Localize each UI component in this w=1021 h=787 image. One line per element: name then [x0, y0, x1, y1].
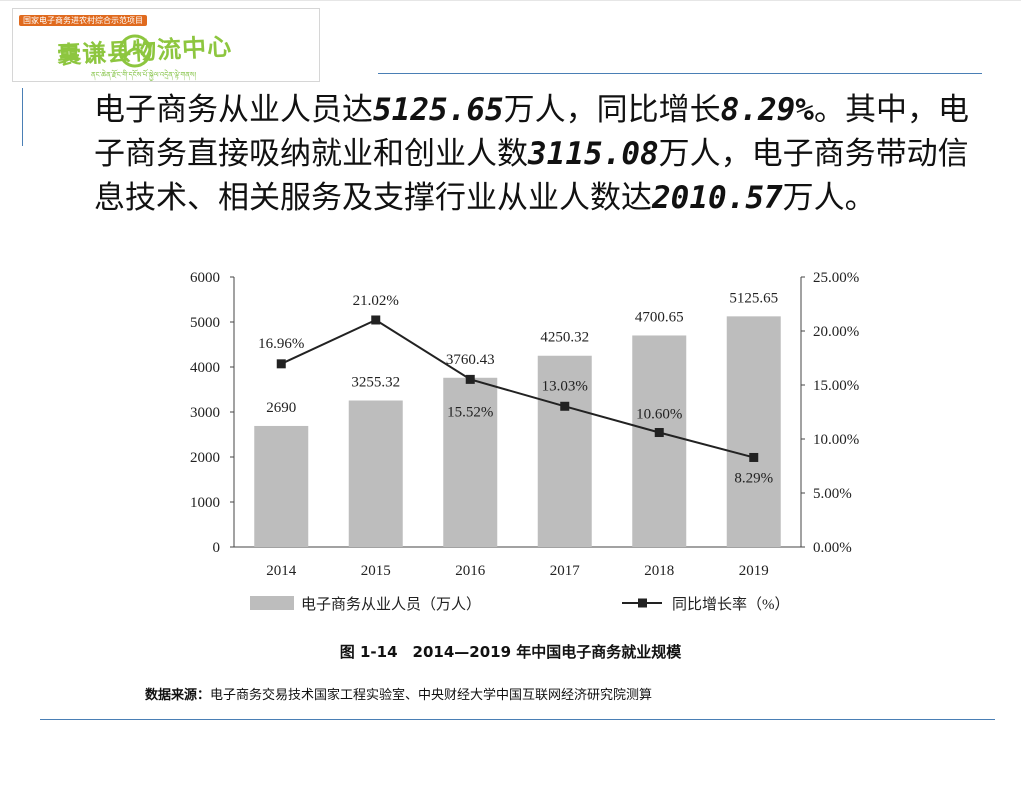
growth-point — [371, 315, 381, 325]
y-left-tick-label: 4000 — [190, 360, 220, 376]
legend-bar-swatch — [250, 596, 294, 610]
heading-part-4: 万人，电子商务带动信息技术、相关服务及支撑行业从业人数达 — [94, 136, 969, 216]
heading-value-indirect: 2010.57 — [652, 180, 783, 216]
footer-rule — [40, 719, 995, 720]
figure-caption: 图 1-14 2014—2019 年中国电子商务就业规模 — [339, 643, 682, 661]
heading-text: 电子商务从业人员达5125.65万人，同比增长8.29%。其中，电子商务直接吸纳… — [94, 88, 994, 220]
growth-point — [749, 452, 759, 462]
header-rule — [378, 73, 982, 74]
source-label: 数据来源： — [145, 688, 211, 703]
bar — [254, 425, 309, 547]
legend-line-label: 同比增长率（%） — [672, 596, 790, 613]
bar-value-label: 5125.65 — [729, 290, 778, 306]
y-left-tick-label: 1000 — [190, 495, 220, 511]
left-accent-rule — [22, 88, 23, 146]
bar-value-label: 4250.32 — [540, 330, 589, 346]
bar-value-label: 4700.65 — [635, 309, 684, 325]
bar — [726, 316, 781, 547]
growth-value-label: 21.02% — [353, 293, 399, 309]
x-tick-label: 2015 — [361, 563, 391, 579]
heading-value-growth: 8.29% — [720, 92, 814, 128]
y-right-tick-label: 25.00% — [813, 270, 859, 286]
growth-line — [280, 318, 755, 459]
y-right-tick-label: 20.00% — [813, 324, 859, 340]
bar-value-label: 2690 — [266, 400, 296, 416]
growth-value-label: 16.96% — [258, 336, 304, 352]
growth-value-label: 8.29% — [734, 470, 773, 486]
y-left-tick-label: 6000 — [190, 270, 220, 286]
growth-point — [654, 428, 664, 438]
y-right-tick-label: 5.00% — [813, 486, 852, 502]
x-tick-label: 2016 — [455, 563, 486, 579]
heading-part-1: 电子商务从业人员达 — [94, 92, 373, 128]
bar — [443, 377, 498, 547]
x-tick-label: 2014 — [266, 563, 297, 579]
y-left-tick-label: 2000 — [190, 450, 220, 466]
source-text: 电子商务交易技术国家工程实验室、中央财经大学中国互联网经济研究院测算 — [210, 688, 653, 703]
x-tick-label: 2018 — [644, 563, 674, 579]
bar-value-label: 3255.32 — [351, 375, 400, 391]
growth-value-label: 15.52% — [447, 404, 493, 420]
legend-line-marker — [638, 598, 647, 608]
x-tick-label: 2019 — [739, 563, 769, 579]
bar — [537, 355, 592, 547]
heading-part-2: 万人，同比增长 — [503, 92, 721, 128]
y-left-tick-label: 0 — [213, 540, 221, 556]
heading-part-5: 万人。 — [782, 180, 876, 216]
bar — [632, 335, 687, 547]
growth-point — [465, 374, 475, 384]
legend-bar-label: 电子商务从业人员（万人） — [301, 596, 481, 613]
y-right-tick-label: 15.00% — [813, 378, 859, 394]
x-tick-label: 2017 — [550, 563, 581, 579]
bar-value-label: 3760.43 — [446, 352, 495, 368]
growth-point — [276, 359, 286, 369]
heading-part-3: 。其中，电子商务直接吸纳就业和创业人数 — [94, 92, 969, 172]
heading-value-direct: 3115.08 — [528, 136, 659, 172]
top-border — [0, 0, 1021, 1]
logo-badge: 国家电子商务进农村综合示范项目 — [19, 15, 147, 26]
data-source: 数据来源：电子商务交易技术国家工程实验室、中央财经大学中国互联网经济研究院测算 — [145, 684, 652, 703]
y-right-tick-label: 0.00% — [813, 540, 852, 556]
growth-value-label: 13.03% — [542, 378, 588, 394]
y-right-tick-label: 10.00% — [813, 432, 859, 448]
logo: 国家电子商务进农村综合示范项目 囊谦县物流中心 ནང་ཆེན་རྫོང་གི་ད… — [12, 8, 320, 82]
y-left-tick-label: 3000 — [190, 405, 220, 421]
growth-value-label: 10.60% — [636, 407, 682, 423]
y-left-tick-label: 5000 — [190, 315, 220, 331]
growth-point — [560, 401, 570, 411]
logo-subtitle: ནང་ཆེན་རྫོང་གི་དངོས་པོ་སྐྱེལ་འདྲེན་ལྟེ་ག… — [91, 71, 197, 79]
heading-value-employees: 5125.65 — [373, 92, 504, 128]
logo-mark-icon — [118, 34, 152, 68]
bar — [348, 400, 403, 547]
